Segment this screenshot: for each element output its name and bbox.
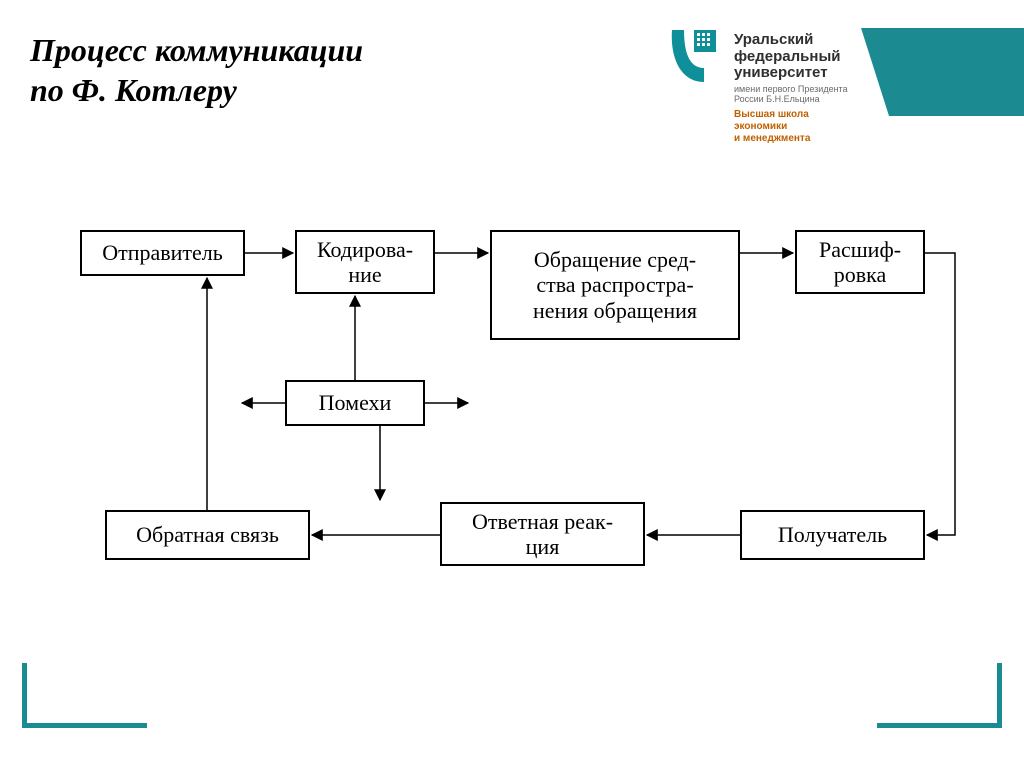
communication-flowchart: Отправитель Кодирова-ние Обращение сред-…: [60, 210, 960, 710]
school-2: экономики: [734, 121, 787, 132]
frame-bracket-bottom-right: [877, 663, 1002, 728]
header-brand-band: [889, 28, 1024, 116]
label-encoding: Кодирова-ние: [317, 237, 413, 288]
slide-title: Процесс коммуникации по Ф. Котлеру: [30, 30, 363, 110]
label-feedback: Обратная связь: [136, 522, 279, 547]
node-receiver: Получатель: [740, 510, 925, 560]
title-line-2: по Ф. Котлеру: [30, 72, 237, 108]
school-3: и менеджмента: [734, 133, 810, 144]
label-noise: Помехи: [319, 390, 392, 415]
uni-name-2: федеральный: [734, 48, 840, 65]
header-logo-block: Уральский федеральный университет имени …: [664, 10, 1024, 120]
uni-sub-1: имени первого Президента: [734, 84, 848, 94]
frame-bracket-bottom-left: [22, 663, 147, 728]
node-response: Ответная реак-ция: [440, 502, 645, 566]
uni-sub-2: России Б.Н.Ельцина: [734, 94, 820, 104]
node-noise: Помехи: [285, 380, 425, 426]
university-mark-icon: [664, 20, 724, 105]
label-sender: Отправитель: [102, 240, 223, 265]
uni-name-1: Уральский: [734, 31, 813, 48]
title-line-1: Процесс коммуникации: [30, 32, 363, 68]
node-sender: Отправитель: [80, 230, 245, 276]
school-1: Высшая школа: [734, 109, 809, 120]
uni-name-3: университет: [734, 64, 828, 81]
label-message: Обращение сред-ства распростра-нения обр…: [533, 247, 697, 323]
label-decode: Расшиф-ровка: [819, 237, 901, 288]
node-message: Обращение сред-ства распростра-нения обр…: [490, 230, 740, 340]
node-encoding: Кодирова-ние: [295, 230, 435, 294]
header-text: Уральский федеральный университет имени …: [734, 32, 848, 145]
label-receiver: Получатель: [778, 522, 887, 547]
node-decode: Расшиф-ровка: [795, 230, 925, 294]
node-feedback: Обратная связь: [105, 510, 310, 560]
label-response: Ответная реак-ция: [472, 509, 613, 560]
